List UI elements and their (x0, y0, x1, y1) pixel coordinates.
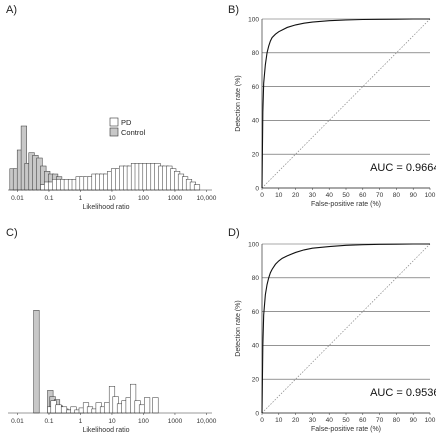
y-tick-label: 60 (252, 309, 260, 316)
x-tick-label: 80 (393, 192, 401, 199)
x-tick-label: 100 (425, 192, 436, 199)
y-tick-label: 20 (252, 377, 260, 384)
bar-pd (55, 404, 62, 414)
x-tick-label: 20 (292, 192, 300, 199)
x-tick-label: 0.1 (44, 418, 53, 425)
y-tick-label: 20 (252, 152, 260, 159)
x-tick-label: 0.01 (11, 418, 24, 425)
x-tick-label: 0.1 (44, 195, 53, 202)
legend-swatch-control (109, 127, 119, 137)
bar-pd (138, 404, 146, 414)
bar-pd (144, 397, 151, 414)
x-tick-label: 100 (138, 195, 149, 202)
x-tick-label: 0 (260, 192, 264, 199)
auc-annotation: AUC = 0.9664 (370, 162, 436, 174)
panel-label: D) (228, 227, 240, 239)
legend-label-pd: PD (121, 118, 132, 127)
histogram-panel-0: A) 0.01 0.1 1 10 100 1000 10,000 Likelihood rati… (6, 4, 217, 211)
roc-curve (261, 243, 430, 414)
x-axis-title: False-positive rate (%) (311, 201, 381, 208)
y-tick-label: 0 (255, 410, 259, 417)
x-tick-label: 100 (425, 417, 436, 424)
x-axis-title: False-positive rate (%) (311, 426, 381, 433)
bar-pd (60, 406, 68, 414)
panel-label: B) (228, 4, 239, 16)
x-tick-label: 10 (275, 192, 283, 199)
x-tick-label: 80 (393, 417, 401, 424)
x-tick-label: 60 (359, 417, 367, 424)
y-tick-label: 60 (252, 84, 260, 91)
x-tick-label: 1 (79, 418, 83, 425)
histogram-panel-2: C) 0.01 0.1 1 10 100 1000 10,000 Likelihood rati… (6, 227, 217, 434)
x-tick-label: 1000 (168, 195, 183, 202)
x-tick-label: 10 (275, 417, 283, 424)
x-tick-label: 90 (410, 192, 418, 199)
chance-line (261, 243, 431, 414)
panel-label: C) (6, 227, 18, 239)
y-tick-label: 80 (252, 50, 260, 57)
y-tick-label: 100 (248, 241, 259, 248)
roc-panel-1: B) 0 20 40 60 80 100 0 10 20 30 40 50 60 70 80 90 100 Fals… (228, 4, 436, 208)
x-tick-label: 60 (359, 192, 367, 199)
bar-pd (193, 184, 201, 191)
series-control (33, 310, 84, 414)
x-axis-title: Likelihood ratio (82, 427, 129, 434)
roc-curve (261, 18, 430, 189)
panel-label: A) (6, 4, 17, 16)
x-tick-label: 0 (260, 417, 264, 424)
series-pd (40, 163, 201, 191)
x-tick-label: 40 (326, 192, 334, 199)
y-axis-title: Detection rate (%) (235, 75, 242, 131)
y-tick-label: 40 (252, 343, 260, 350)
y-axis-title: Detection rate (%) (235, 300, 242, 356)
x-tick-label: 100 (138, 418, 149, 425)
x-tick-label: 10 (108, 195, 116, 202)
x-tick-label: 1000 (168, 418, 183, 425)
y-tick-label: 80 (252, 275, 260, 282)
y-tick-label: 40 (252, 118, 260, 125)
x-tick-label: 70 (376, 417, 384, 424)
x-tick-label: 50 (342, 417, 350, 424)
roc-panel-3: D) 0 20 40 60 80 100 0 10 20 30 40 50 60 70 80 90 100 Fals… (228, 227, 436, 433)
chance-line (261, 18, 431, 189)
legend-label-control: Control (121, 128, 146, 137)
x-tick-label: 10,000 (197, 418, 217, 425)
x-tick-label: 1 (79, 195, 83, 202)
x-axis-title: Likelihood ratio (82, 204, 129, 211)
series-pd (47, 383, 159, 414)
bar-pd (152, 397, 159, 414)
y-tick-label: 0 (255, 185, 259, 192)
x-tick-label: 40 (326, 417, 334, 424)
auc-annotation: AUC = 0.9536 (370, 387, 436, 399)
x-tick-label: 90 (410, 417, 418, 424)
x-tick-label: 10,000 (197, 195, 217, 202)
x-tick-label: 30 (309, 417, 317, 424)
x-tick-label: 10 (108, 418, 116, 425)
x-tick-label: 70 (376, 192, 384, 199)
x-tick-label: 0.01 (11, 195, 24, 202)
x-tick-label: 20 (292, 417, 300, 424)
x-tick-label: 50 (342, 192, 350, 199)
x-tick-label: 30 (309, 192, 317, 199)
legend-swatch-pd (109, 117, 119, 127)
y-tick-label: 100 (248, 16, 259, 23)
bar-control (33, 310, 40, 414)
